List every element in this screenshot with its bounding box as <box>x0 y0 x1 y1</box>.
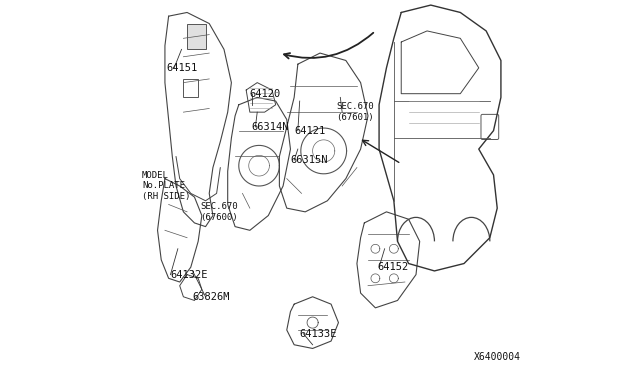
Text: MODEL
No.PLATE
(RH SIDE): MODEL No.PLATE (RH SIDE) <box>142 171 191 201</box>
Text: 64120: 64120 <box>250 89 281 99</box>
Text: X6400004: X6400004 <box>474 352 522 362</box>
Text: 64132E: 64132E <box>170 270 208 280</box>
Text: 66315N: 66315N <box>291 155 328 165</box>
Text: 64133E: 64133E <box>300 329 337 339</box>
Text: 64152: 64152 <box>377 262 408 272</box>
Text: 66314N: 66314N <box>252 122 289 132</box>
Text: SEC.670
(67601): SEC.670 (67601) <box>337 102 374 122</box>
FancyBboxPatch shape <box>187 23 205 49</box>
Text: 63826M: 63826M <box>193 292 230 302</box>
Text: 64121: 64121 <box>294 126 325 136</box>
Text: SEC.670
(67600): SEC.670 (67600) <box>200 202 237 222</box>
Text: 64151: 64151 <box>167 63 198 73</box>
